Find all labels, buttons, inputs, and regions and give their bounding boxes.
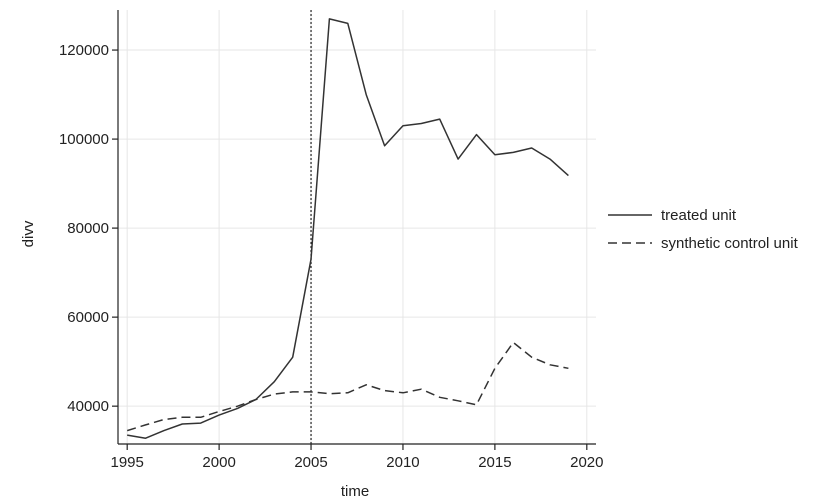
y-tick-label: 40000	[67, 398, 109, 415]
x-axis-title: time	[341, 483, 369, 500]
x-tick-label: 2000	[202, 454, 235, 471]
x-tick-label: 2015	[478, 454, 511, 471]
legend-label-synthetic: synthetic control unit	[661, 235, 799, 252]
x-tick-label: 1995	[111, 454, 144, 471]
y-axis-title: divv	[20, 220, 37, 247]
x-tick-label: 2005	[294, 454, 327, 471]
grid	[118, 10, 596, 444]
legend-label-treated: treated unit	[661, 207, 737, 224]
legend: treated unit synthetic control unit	[608, 207, 799, 252]
x-tick-label: 2010	[386, 454, 419, 471]
tick-labels: 1995 2000 2005 2010 2015 2020 40000 60000 80000 1…	[59, 42, 604, 471]
y-tick-label: 100000	[59, 131, 109, 148]
x-tick-label: 2020	[570, 454, 603, 471]
series	[126, 18, 569, 439]
series-line-synthetic	[126, 341, 569, 432]
y-tick-label: 120000	[59, 42, 109, 59]
y-tick-label: 80000	[67, 220, 109, 237]
y-tick-label: 60000	[67, 309, 109, 326]
series-line-treated	[127, 18, 569, 439]
axes	[112, 10, 596, 450]
